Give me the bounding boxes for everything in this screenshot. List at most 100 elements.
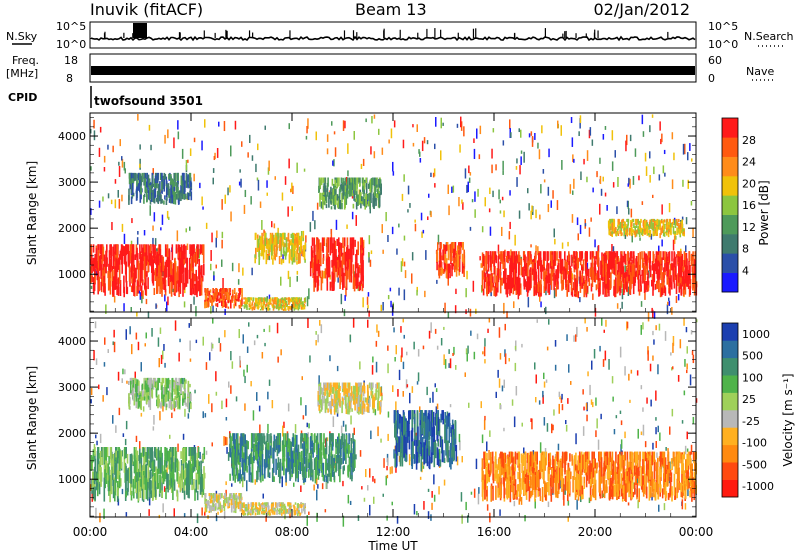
vel-speckle (580, 494, 582, 503)
power-region-9-cell (357, 194, 359, 206)
vel-region-1-cell (238, 497, 241, 503)
power-region-0-cell (141, 244, 143, 253)
vel-speckle (315, 331, 317, 335)
vel-speckle (539, 496, 542, 501)
power-speckle (177, 131, 180, 140)
vel-region-0-cell (148, 478, 151, 491)
power-region-6-cell (581, 281, 584, 289)
power-region-6-cell (496, 275, 498, 288)
vel-region-1-cell (228, 502, 231, 509)
vel-speckle (129, 326, 131, 335)
vel-region-1-cell (219, 493, 222, 500)
power-region-4-cell (311, 250, 314, 264)
power-region-0-cell (201, 275, 204, 282)
vel-speckle (513, 416, 516, 428)
vel-speckle (193, 445, 196, 455)
vel-speckle (104, 337, 106, 345)
vel-region-2-cell (261, 503, 264, 508)
vel-speckle (169, 434, 171, 439)
power-region-2-cell (293, 298, 296, 301)
power-region-0-cell (171, 244, 174, 261)
power-region-8-cell (138, 176, 141, 181)
power-region-2-cell (299, 298, 301, 304)
power-speckle (477, 188, 479, 197)
vel-speckle (317, 334, 319, 343)
noise-trace (90, 23, 696, 42)
power-region-0-cell (192, 262, 194, 271)
vel-speckle (456, 456, 459, 466)
nave-tick-bottom: 0 (708, 72, 715, 85)
vel-region-0-cell (193, 479, 195, 490)
power-speckle (268, 294, 271, 303)
power-region-2-cell (296, 297, 298, 302)
vel-region-2-cell (246, 513, 249, 516)
power-region-8-cell (169, 172, 171, 181)
vel-speckle (347, 494, 350, 504)
power-region-8-cell (146, 172, 148, 180)
vel-region-0-cell (171, 447, 174, 469)
power-region-6-cell (614, 253, 617, 259)
power-region-6-cell (544, 271, 546, 286)
vel-speckle (396, 516, 399, 524)
vel-speckle (511, 399, 514, 406)
power-region-4-cell (339, 254, 341, 278)
power-region-6-cell (640, 274, 642, 286)
power-speckle (463, 126, 465, 137)
vel-region-0-cell (126, 469, 128, 481)
power-region-6-cell (619, 288, 621, 296)
vel-speckle (380, 392, 383, 396)
power-region-1-cell (212, 288, 214, 292)
power-speckle (474, 209, 476, 218)
power-region-0-cell (186, 260, 188, 276)
vel-speckle (477, 493, 480, 505)
power-region-0-cell (131, 275, 133, 284)
power-region-8-cell (152, 189, 154, 203)
power-speckle (527, 188, 529, 194)
power-colorbar-segment (722, 253, 738, 273)
vel-speckle (204, 511, 206, 516)
power-speckle (540, 301, 542, 308)
power-region-0-cell (189, 272, 192, 295)
power-region-7-cell (672, 226, 675, 234)
power-region-5-cell (444, 246, 447, 254)
power-region-6-cell (547, 275, 549, 293)
power-region-0-cell (190, 256, 193, 272)
power-region-7-cell (623, 230, 625, 237)
power-speckle (432, 172, 435, 178)
power-speckle (266, 180, 268, 188)
power-region-0-cell (181, 246, 183, 255)
power-region-7-cell (637, 220, 640, 225)
power-region-6-cell (692, 251, 694, 267)
power-region-6-cell (655, 251, 658, 259)
power-speckle (664, 172, 666, 177)
vel-region-2-cell (250, 502, 252, 508)
power-region-7-cell (608, 230, 611, 236)
power-region-8-cell (140, 188, 142, 195)
power-speckle (373, 114, 376, 119)
power-region-0-cell (200, 277, 203, 296)
power-region-6-cell (635, 270, 638, 277)
power-region-9-cell (338, 196, 340, 201)
vel-region-0-cell (130, 471, 132, 484)
power-speckle (153, 212, 156, 222)
power-region-9-cell (378, 194, 381, 207)
power-speckle (396, 248, 398, 255)
power-region-2-cell (298, 303, 300, 310)
power-speckle (148, 124, 151, 131)
freq-band (91, 66, 695, 75)
power-region-7-cell (676, 227, 678, 235)
power-region-3-cell (290, 239, 292, 245)
vel-region-2-cell (241, 502, 244, 509)
power-region-9-cell (350, 186, 352, 197)
power-region-7-cell (633, 232, 635, 235)
power-region-0-cell (199, 272, 201, 296)
power-speckle (193, 137, 196, 143)
vel-region-0-cell (187, 464, 189, 486)
power-region-2-cell (290, 305, 293, 308)
power-region-6-cell (594, 256, 596, 272)
power-speckle (499, 210, 502, 214)
vel-speckle (181, 378, 184, 385)
vel-region-2-cell (250, 507, 253, 511)
power-region-1-cell (212, 292, 215, 301)
vel-region-2-cell (287, 502, 289, 505)
